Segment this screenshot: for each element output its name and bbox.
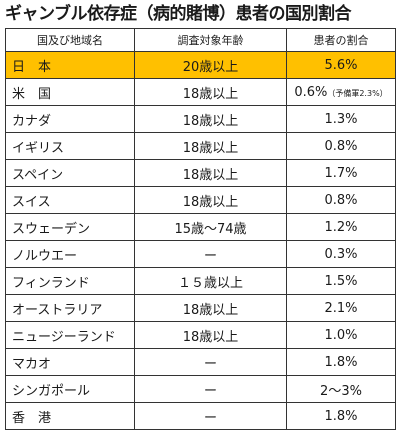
rate-value: 0.8% [324, 192, 358, 208]
rate-value: 1.2% [324, 219, 358, 235]
rate-note: （予備軍2.3%） [327, 88, 388, 98]
age-cell: ー [134, 348, 287, 376]
table-header-row: 国及び地域名 調査対象年齢 患者の割合 [5, 28, 396, 52]
table-row: マカオー 1.8% [5, 348, 396, 376]
header-country: 国及び地域名 [5, 28, 135, 52]
rate-cell: 0.3% [286, 240, 396, 268]
rate-cell: 1.5% [286, 267, 396, 295]
table-row: 日 本 20歳以上 5.6% [5, 51, 396, 79]
country-cell: 米 国 [5, 78, 135, 106]
rate-cell: 1.3% [286, 105, 396, 133]
country-cell: 日 本 [5, 51, 135, 79]
age-cell: ー [134, 375, 287, 403]
rate-value: 1.8% [324, 354, 358, 370]
rate-cell: 1.8% [286, 348, 396, 376]
rate-cell: 1.8% [286, 402, 396, 430]
rate-value: 1.3% [324, 111, 358, 127]
rate-value: 1.8% [324, 408, 358, 424]
age-cell: 18歳以上 [134, 105, 287, 133]
age-cell: 18歳以上 [134, 186, 287, 214]
rate-value: 2～3% [320, 383, 362, 399]
rate-cell: 0.6%（予備軍2.3%） [286, 78, 396, 106]
table-row: オーストラリア 18歳以上 2.1% [5, 294, 396, 322]
rate-value: 5.6% [324, 57, 358, 73]
rate-value: 0.8% [324, 138, 358, 154]
age-cell: 18歳以上 [134, 321, 287, 349]
age-cell: 18歳以上 [134, 294, 287, 322]
country-cell: カナダ [5, 105, 135, 133]
rate-cell: 0.8% [286, 186, 396, 214]
rate-value: 0.6% [294, 84, 328, 100]
header-age: 調査対象年齢 [134, 28, 287, 52]
rate-cell: 2.1% [286, 294, 396, 322]
prevalence-table: 国及び地域名 調査対象年齢 患者の割合 日 本 20歳以上 5.6% 米 国 18歳以上… [5, 28, 396, 430]
rate-cell: 1.7% [286, 159, 396, 187]
age-cell: 18歳以上 [134, 78, 287, 106]
country-cell: ニュージーランド [5, 321, 135, 349]
rate-value: 0.3% [324, 246, 358, 262]
country-cell: スイス [5, 186, 135, 214]
table-row: 米 国 18歳以上 0.6%（予備軍2.3%） [5, 78, 396, 106]
country-cell: スウェーデン [5, 213, 135, 241]
rate-value: 1.5% [324, 273, 358, 289]
table-row: スウェーデン 15歳～74歳 1.2% [5, 213, 396, 241]
table-row: カナダ 18歳以上 1.3% [5, 105, 396, 133]
page-title: ギャンブル依存症（病的賭博）患者の国別割合 [5, 4, 352, 24]
table-row: スイス 18歳以上 0.8% [5, 186, 396, 214]
country-cell: オーストラリア [5, 294, 135, 322]
rate-cell: 2～3% [286, 375, 396, 403]
table-row: ニュージーランド 18歳以上 1.0% [5, 321, 396, 349]
age-cell: ー [134, 402, 287, 430]
rate-cell: 1.2% [286, 213, 396, 241]
age-cell: 15歳～74歳 [134, 213, 287, 241]
age-cell: 18歳以上 [134, 132, 287, 160]
rate-value: 1.0% [324, 327, 358, 343]
table-row: シンガポールー 2～3% [5, 375, 396, 403]
rate-cell: 0.8% [286, 132, 396, 160]
country-cell: イギリス [5, 132, 135, 160]
country-cell: フィンランド [5, 267, 135, 295]
table-row: 香 港ー 1.8% [5, 402, 396, 430]
rate-cell: 1.0% [286, 321, 396, 349]
age-cell: 20歳以上 [134, 51, 287, 79]
country-cell: スペイン [5, 159, 135, 187]
age-cell: 18歳以上 [134, 159, 287, 187]
rate-value: 1.7% [324, 165, 358, 181]
table-row: イギリス 18歳以上 0.8% [5, 132, 396, 160]
country-cell: シンガポール [5, 375, 135, 403]
rate-value: 2.1% [324, 300, 358, 316]
country-cell: マカオ [5, 348, 135, 376]
header-rate: 患者の割合 [286, 28, 396, 52]
age-cell: ー [134, 240, 287, 268]
rate-cell: 5.6% [286, 51, 396, 79]
country-cell: ノルウエー [5, 240, 135, 268]
table-row: スペイン 18歳以上 1.7% [5, 159, 396, 187]
age-cell: １５歳以上 [134, 267, 287, 295]
country-cell: 香 港 [5, 402, 135, 430]
table-row: ノルウエーー 0.3% [5, 240, 396, 268]
table-row: フィンランド １５歳以上 1.5% [5, 267, 396, 295]
